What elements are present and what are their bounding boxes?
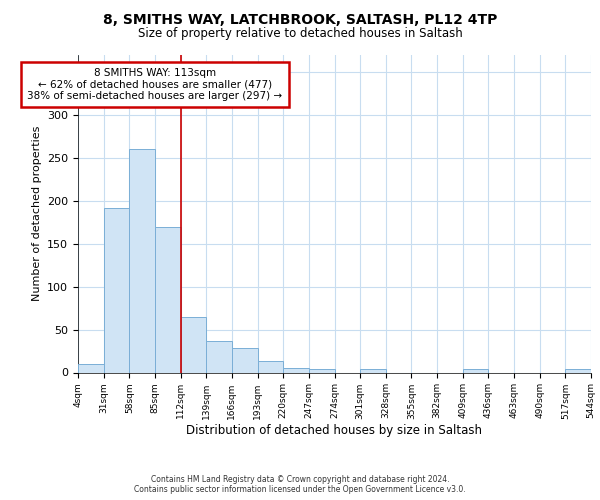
Bar: [257, 362, 283, 372]
X-axis label: Distribution of detached houses by size in Saltash: Distribution of detached houses by size …: [187, 424, 482, 437]
Bar: [78, 364, 104, 372]
Text: Contains HM Land Registry data © Crown copyright and database right 2024.
Contai: Contains HM Land Registry data © Crown c…: [134, 474, 466, 494]
Bar: [565, 369, 591, 372]
Text: 8 SMITHS WAY: 113sqm
← 62% of detached houses are smaller (477)
38% of semi-deta: 8 SMITHS WAY: 113sqm ← 62% of detached h…: [28, 68, 283, 101]
Bar: [130, 150, 155, 372]
Bar: [232, 348, 257, 372]
Bar: [155, 226, 181, 372]
Bar: [360, 369, 386, 372]
Text: Size of property relative to detached houses in Saltash: Size of property relative to detached ho…: [137, 28, 463, 40]
Bar: [463, 369, 488, 372]
Bar: [206, 341, 232, 372]
Bar: [181, 316, 206, 372]
Y-axis label: Number of detached properties: Number of detached properties: [32, 126, 41, 302]
Text: 8, SMITHS WAY, LATCHBROOK, SALTASH, PL12 4TP: 8, SMITHS WAY, LATCHBROOK, SALTASH, PL12…: [103, 12, 497, 26]
Bar: [309, 369, 335, 372]
Bar: [104, 208, 130, 372]
Bar: [283, 368, 309, 372]
